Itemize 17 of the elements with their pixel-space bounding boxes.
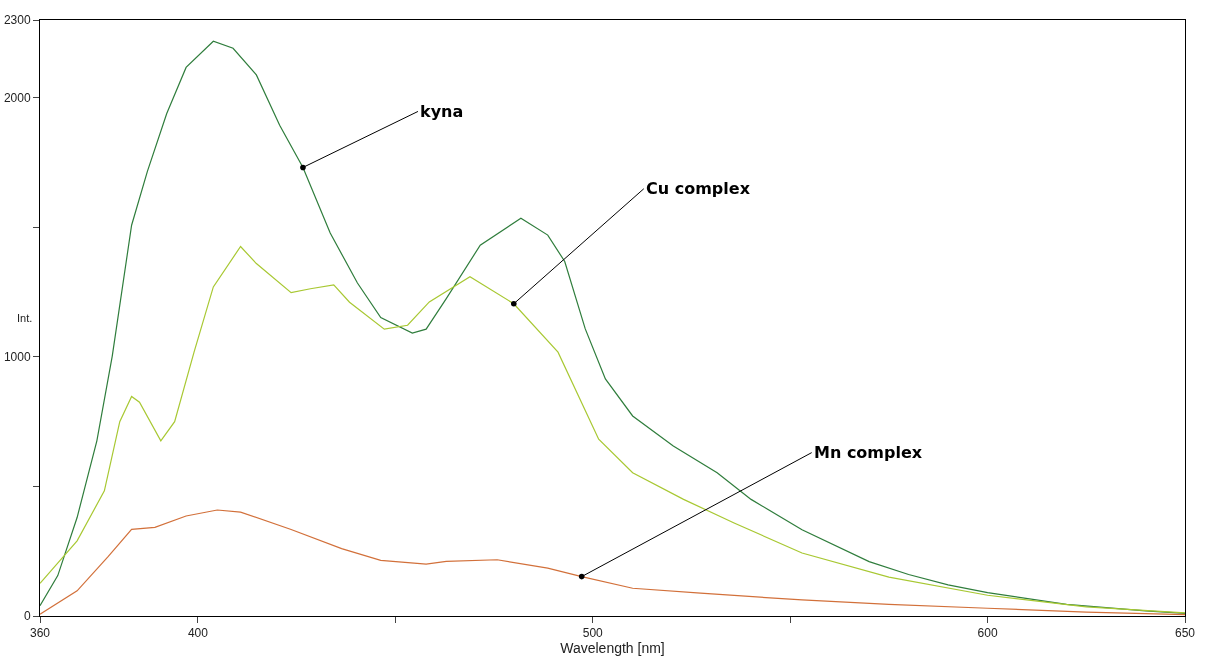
y-tick-label: 0 — [23, 609, 31, 624]
line-series — [40, 245, 1185, 614]
annotation: Cu complex — [646, 179, 751, 198]
y-tick-label: 1000 — [3, 350, 31, 365]
annotation: kyna — [420, 102, 464, 121]
y-tick-label: 2300 — [3, 13, 31, 28]
annotation: Mn complex — [814, 443, 923, 462]
line-series — [40, 40, 1185, 615]
x-axis-title: Wavelength [nm] — [560, 640, 665, 657]
y-axis-title: Int. — [17, 312, 33, 324]
x-tick-label: 360 — [29, 626, 51, 641]
x-tick-label: 400 — [187, 626, 209, 641]
y-tick-label: 2000 — [3, 90, 31, 105]
x-tick-label: 600 — [977, 626, 998, 641]
x-tick-label: 650 — [1174, 626, 1196, 641]
x-tick-label: 500 — [582, 626, 604, 641]
line-series — [40, 509, 1185, 616]
